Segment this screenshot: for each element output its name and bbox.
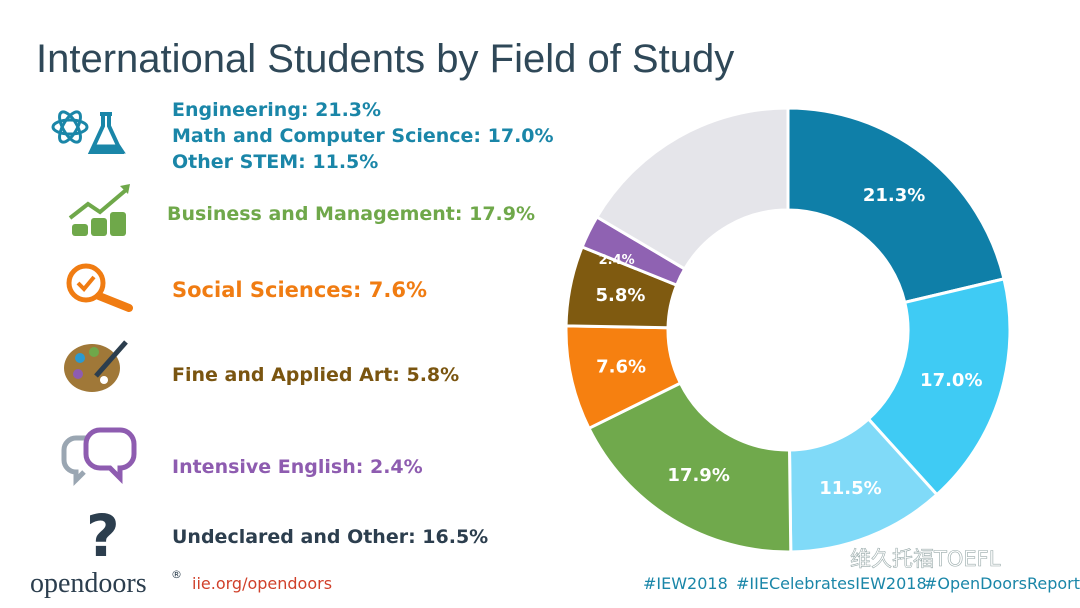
slice-label: 17.9% [667,465,729,486]
undeclared-icon: ? [86,502,120,570]
donut-slice [594,106,790,271]
logo: opendoors [30,568,147,599]
slice-label: 17.0% [920,370,982,391]
legend-label: Undeclared and Other: 16.5% [172,526,488,548]
hashtag: #IIECelebratesIEW2018 [736,574,927,593]
legend-label: Math and Computer Science: 17.0% [172,125,554,147]
legend-label: Business and Management: 17.9% [167,203,535,225]
slice-label: 5.8% [595,285,645,306]
legend-label: Social Sciences: 7.6% [172,278,427,302]
url[interactable]: iie.org/opendoors [192,574,332,593]
hashtag: #OpenDoorsReport [924,574,1080,593]
stem-icon [51,110,126,154]
donut-slice [786,106,1006,305]
donut: 21.3% 17.0% 11.5% 17.9% 7.6% 5.8% 2.4% [564,106,1012,554]
logo-mark: ® [171,568,182,581]
slice-label: 7.6% [596,356,646,377]
legend-label: Fine and Applied Art: 5.8% [172,364,459,386]
legend-label: Engineering: 21.3% [172,99,381,121]
english-icon [61,427,137,487]
donut-slice [586,381,793,554]
legend-label: Intensive English: 2.4% [172,456,423,478]
chart-title: International Students by Field of Study [36,37,734,81]
slice-label: 2.4% [599,253,635,268]
art-icon [64,340,128,392]
hashtag: #IEW2018 [643,574,728,593]
slice-label: 21.3% [863,185,925,206]
donut-slice [866,277,1012,497]
legend-label: Other STEM: 11.5% [172,151,378,173]
social-icon [66,263,133,312]
slice-label: 11.5% [819,478,881,499]
business-icon [68,184,130,236]
watermark: 维久托福TOEFL [850,547,1001,571]
